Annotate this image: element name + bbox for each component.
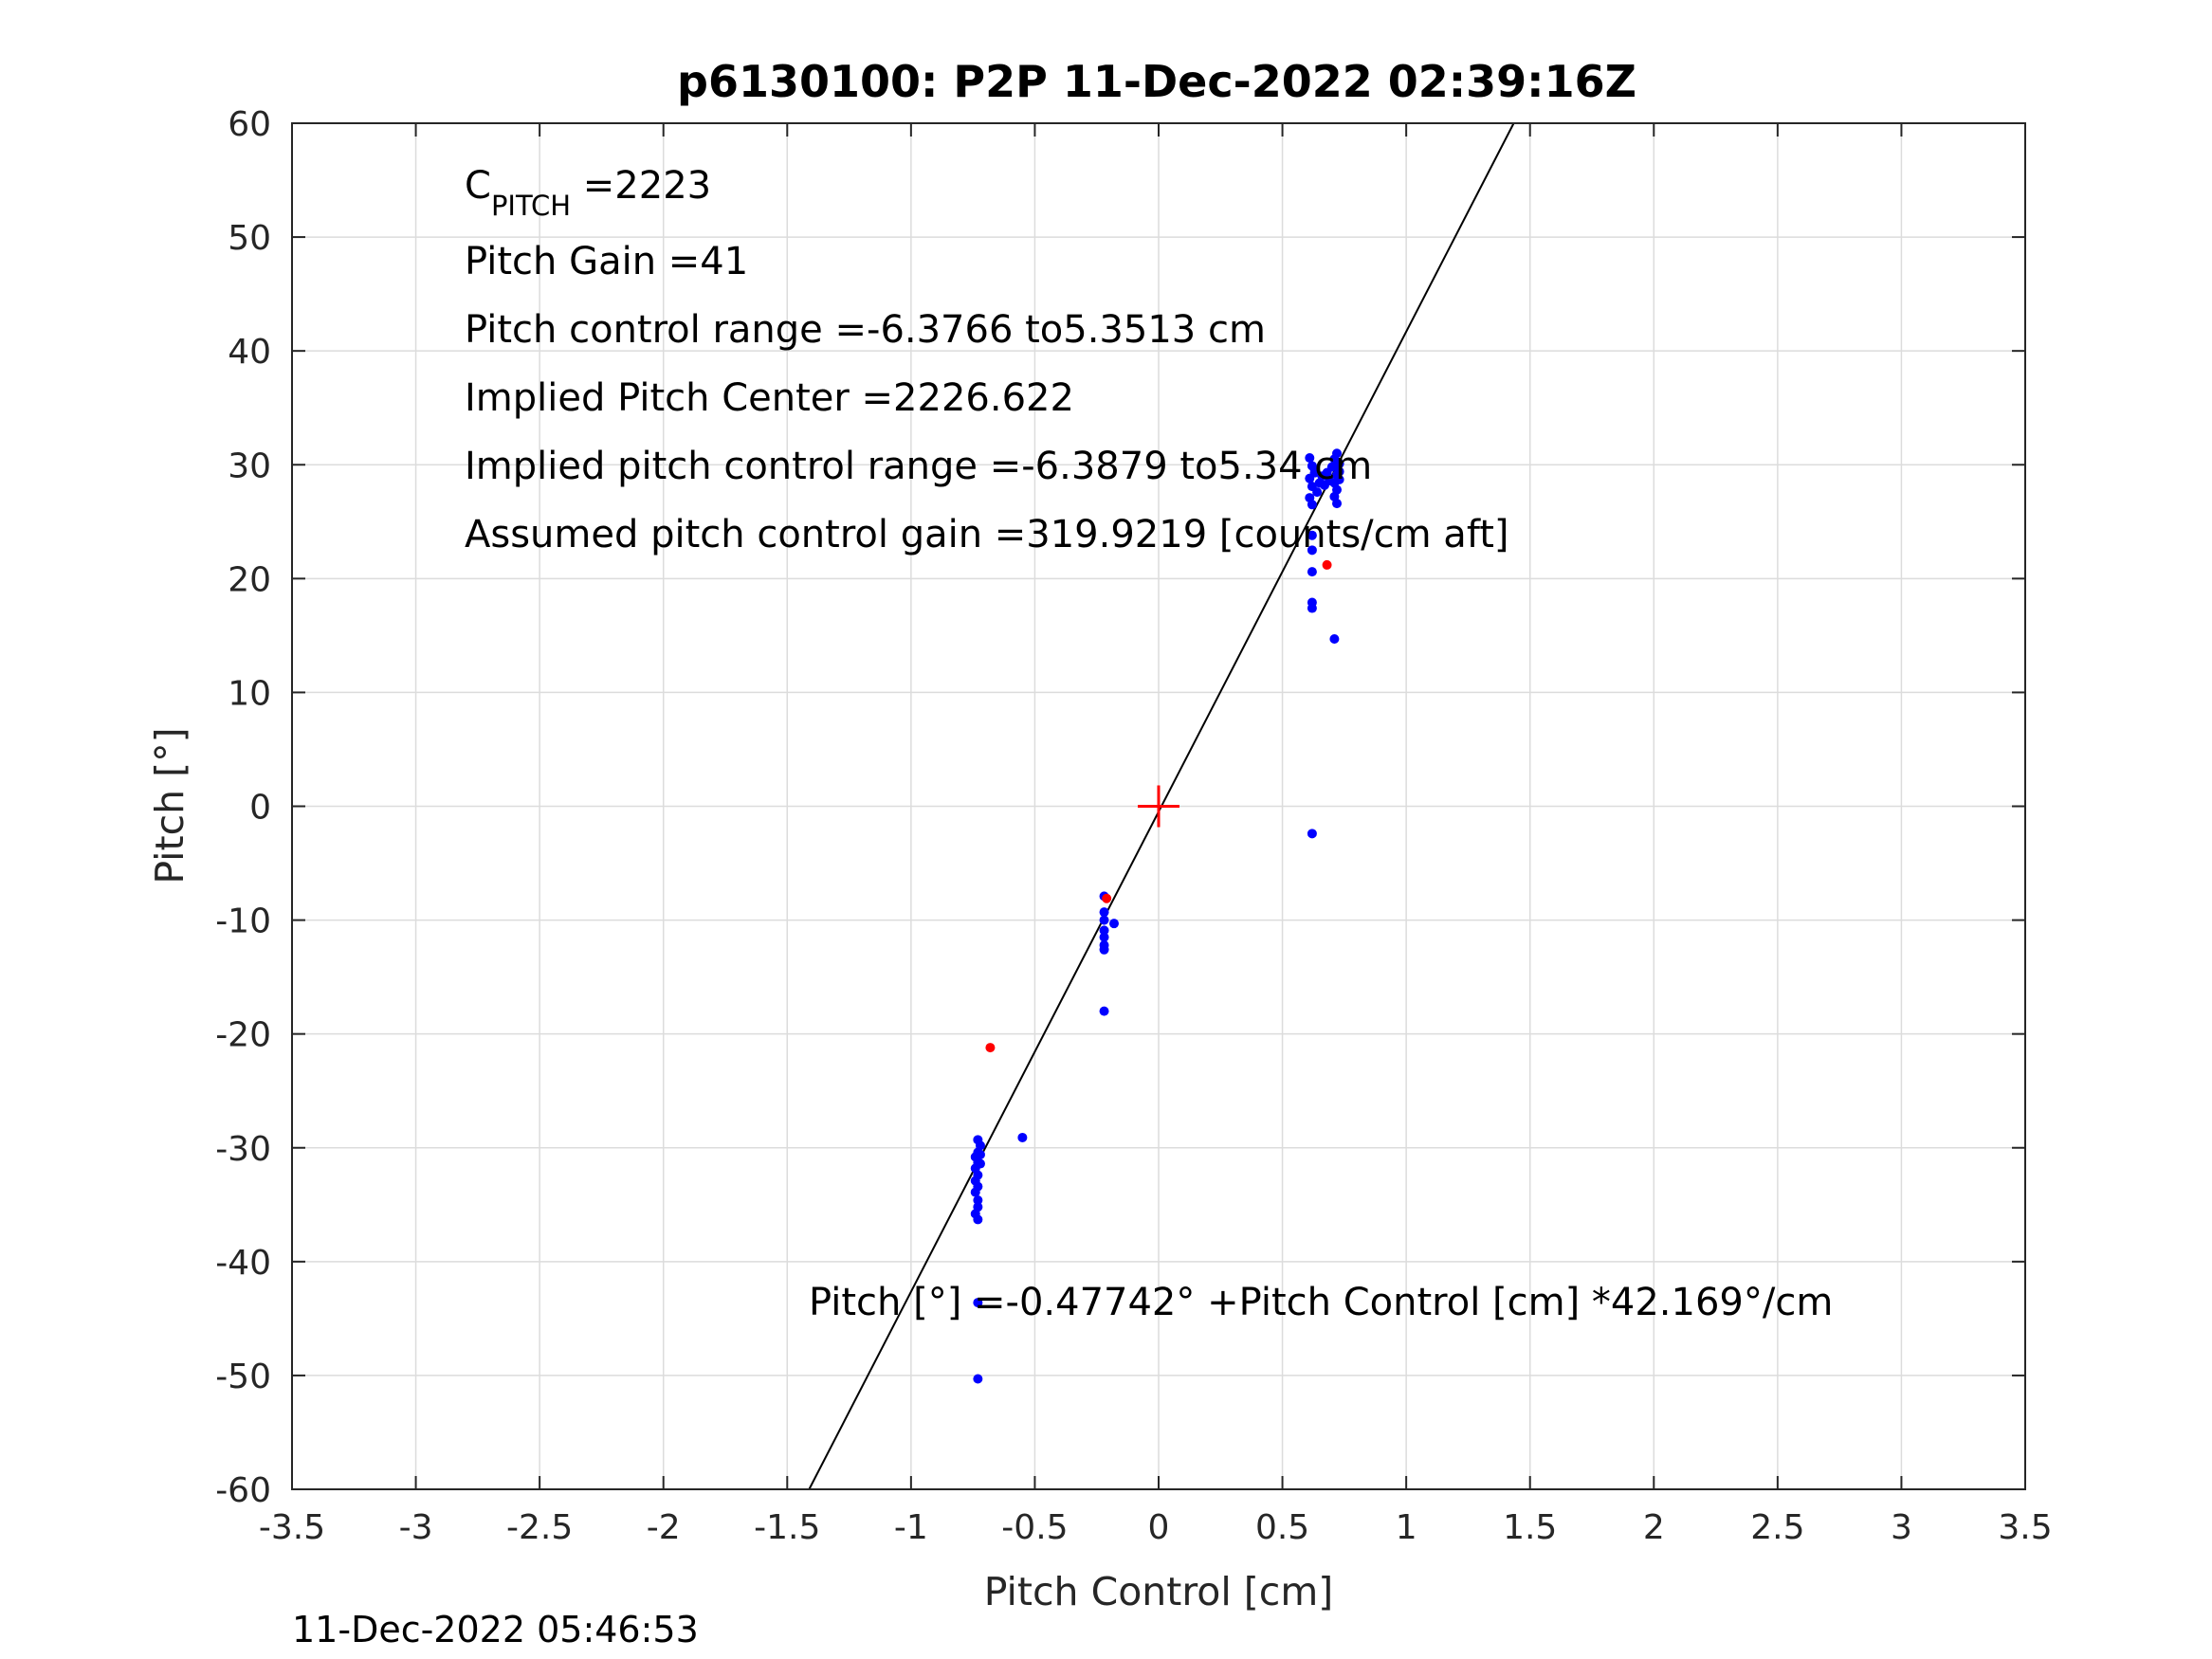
highlight-point: [1322, 559, 1332, 570]
y-tick-label: 20: [228, 560, 271, 599]
data-point: [975, 1149, 985, 1159]
highlight-point: [985, 1043, 996, 1053]
cpitch-value: =2223: [571, 164, 711, 208]
y-tick-label: 50: [228, 219, 271, 258]
data-point: [1099, 944, 1109, 955]
y-tick-label: -30: [215, 1130, 271, 1169]
x-tick-label: -2: [647, 1508, 681, 1547]
x-tick-label: 3: [1891, 1508, 1912, 1547]
data-point: [1307, 829, 1317, 839]
data-point: [975, 1158, 985, 1169]
data-point: [1334, 459, 1344, 469]
data-point: [973, 1298, 983, 1308]
pitch-gain-annotation: Pitch Gain =41: [465, 240, 748, 283]
y-tick-label: 10: [228, 674, 271, 713]
data-point: [973, 1214, 983, 1225]
data-point: [1309, 465, 1320, 475]
y-tick-label: -20: [215, 1016, 271, 1055]
control-range-annotation: Pitch control range =-6.3766 to5.3513 cm: [465, 308, 1266, 352]
y-tick-label: -40: [215, 1244, 271, 1283]
x-tick-label: 1: [1396, 1508, 1417, 1547]
data-point: [1307, 567, 1317, 577]
data-point: [1099, 932, 1109, 942]
data-point: [1305, 473, 1315, 483]
data-point: [1332, 499, 1343, 509]
data-point: [1307, 603, 1317, 613]
y-tick-label: 30: [228, 447, 271, 485]
data-point: [970, 1187, 980, 1197]
data-point: [1108, 919, 1119, 929]
x-tick-label: 2.5: [1750, 1508, 1804, 1547]
cpitch-main: C: [465, 164, 491, 208]
y-tick-label: 0: [249, 789, 271, 828]
chart-title: p6130100: P2P 11-Dec-2022 02:39:16Z: [677, 56, 1636, 107]
y-tick-label: 40: [228, 333, 271, 372]
cpitch-annotation: CPITCH =2223: [465, 164, 711, 222]
x-tick-label: -3.5: [259, 1508, 325, 1547]
data-point: [1305, 453, 1315, 464]
x-tick-label: -2.5: [506, 1508, 573, 1547]
x-axis-label: Pitch Control [cm]: [984, 1569, 1334, 1614]
data-point: [1332, 448, 1343, 459]
data-point: [1099, 907, 1109, 918]
data-point: [1099, 925, 1109, 936]
data-point: [1312, 487, 1323, 498]
data-point: [1307, 500, 1317, 510]
x-tick-label: -1.5: [754, 1508, 820, 1547]
y-tick-labels: 60 50 40 30 20 10 0 -10 -20 -30 -40 -50 -60: [215, 105, 271, 1510]
x-tick-label: -0.5: [1001, 1508, 1068, 1547]
assumed-gain-annotation: Assumed pitch control gain =319.9219 [co…: [465, 513, 1508, 556]
data-point: [1334, 474, 1344, 484]
data-point: [1099, 915, 1109, 925]
implied-range-annotation: Implied pitch control range =-6.3879 to5…: [465, 445, 1372, 488]
highlight-point: [1102, 893, 1112, 903]
x-tick-labels: -3.5 -3 -2.5 -2 -1.5 -1 -0.5 0 0.5 1 1.5 2 2.5 3 3.5: [259, 1508, 2053, 1547]
center-marker: [1138, 785, 1179, 828]
y-tick-label: 60: [228, 105, 271, 144]
footer-timestamp: 11-Dec-2022 05:46:53: [292, 1609, 699, 1650]
x-tick-label: 3.5: [1998, 1508, 2052, 1547]
x-tick-label: 0: [1148, 1508, 1170, 1547]
cpitch-subscript: PITCH: [491, 190, 571, 222]
data-points: [970, 448, 1344, 1384]
x-tick-label: 0.5: [1255, 1508, 1309, 1547]
data-point: [1099, 1006, 1109, 1016]
grid: [291, 122, 2026, 1490]
y-axis-label: Pitch [°]: [147, 727, 192, 884]
x-tick-label: 2: [1643, 1508, 1665, 1547]
y-tick-label: -10: [215, 902, 271, 941]
data-point: [1307, 530, 1317, 540]
data-point: [1329, 633, 1340, 644]
fit-equation-annotation: Pitch [°] =-0.47742° +Pitch Control [cm]…: [809, 1281, 1833, 1324]
y-tick-label: -50: [215, 1358, 271, 1396]
implied-center-annotation: Implied Pitch Center =2226.622: [465, 376, 1074, 420]
data-point: [1334, 466, 1344, 477]
x-tick-label: -1: [894, 1508, 928, 1547]
x-tick-label: -3: [399, 1508, 433, 1547]
x-tick-label: 1.5: [1503, 1508, 1557, 1547]
y-tick-label: -60: [215, 1471, 271, 1510]
data-point: [973, 1374, 983, 1384]
axis-ticks: [291, 122, 2026, 1490]
data-point: [973, 1194, 983, 1205]
data-point: [1307, 545, 1317, 556]
data-point: [1017, 1132, 1028, 1142]
